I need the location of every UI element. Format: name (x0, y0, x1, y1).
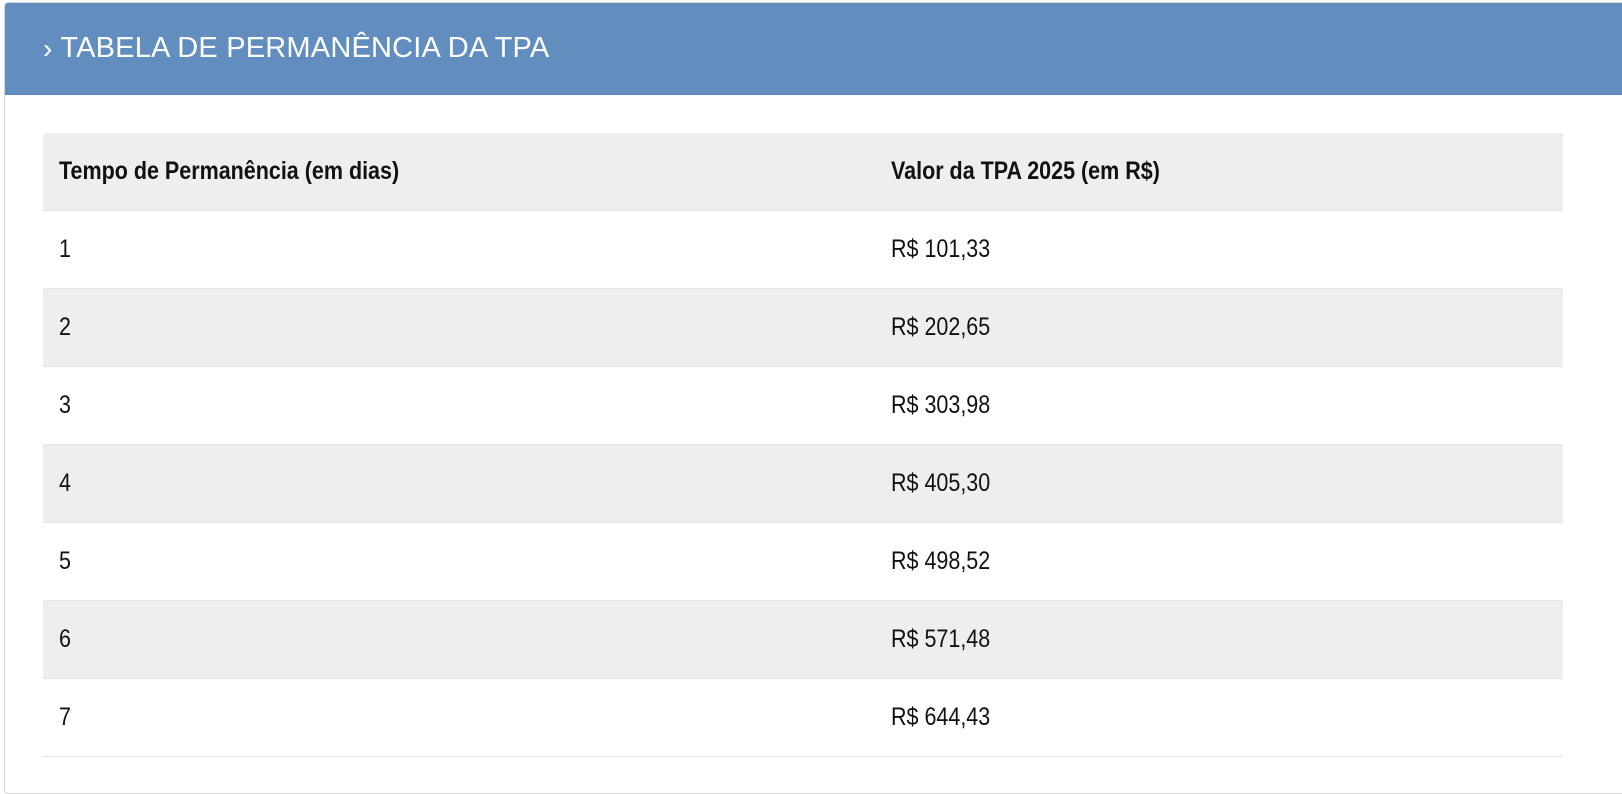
value-cell: R$ 571,48 (875, 600, 1563, 679)
tpa-panel: › TABELA DE PERMANÊNCIA DA TPA Tempo de … (4, 2, 1622, 794)
value-cell: R$ 202,65 (875, 288, 1563, 367)
panel-title: TABELA DE PERMANÊNCIA DA TPA (60, 32, 550, 64)
table-row: 7 R$ 644,43 (43, 678, 1563, 757)
chevron-right-icon: › (43, 32, 53, 64)
days-cell: 7 (43, 678, 875, 757)
days-cell: 1 (43, 210, 875, 289)
days-cell: 3 (43, 366, 875, 445)
tpa-table-container: Tempo de Permanência (em dias) Valor da … (43, 133, 1563, 757)
table-header-row: Tempo de Permanência (em dias) Valor da … (43, 133, 1563, 211)
value-cell: R$ 644,43 (875, 678, 1563, 757)
table-row: 5 R$ 498,52 (43, 522, 1563, 601)
table-row: 6 R$ 571,48 (43, 600, 1563, 679)
days-cell: 5 (43, 522, 875, 601)
column-header-value: Valor da TPA 2025 (em R$) (875, 133, 1563, 211)
value-cell: R$ 303,98 (875, 366, 1563, 445)
value-cell: R$ 498,52 (875, 522, 1563, 601)
days-cell: 6 (43, 600, 875, 679)
value-cell: R$ 101,33 (875, 210, 1563, 289)
panel-header-toggle[interactable]: › TABELA DE PERMANÊNCIA DA TPA (5, 3, 1622, 95)
days-cell: 4 (43, 444, 875, 523)
value-cell: R$ 405,30 (875, 444, 1563, 523)
days-cell: 2 (43, 288, 875, 367)
table-row: 3 R$ 303,98 (43, 366, 1563, 445)
tpa-table: Tempo de Permanência (em dias) Valor da … (43, 133, 1563, 757)
table-row: 2 R$ 202,65 (43, 288, 1563, 367)
column-header-days: Tempo de Permanência (em dias) (43, 133, 875, 211)
table-row: 4 R$ 405,30 (43, 444, 1563, 523)
table-row: 1 R$ 101,33 (43, 210, 1563, 289)
